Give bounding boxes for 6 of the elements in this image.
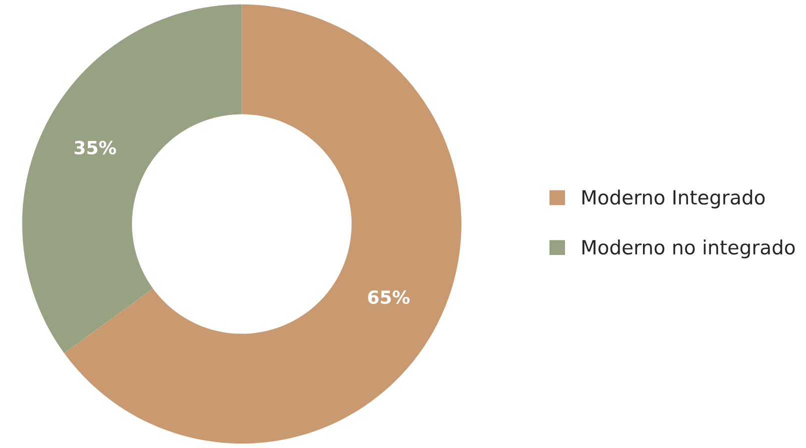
legend-label: Moderno no integrado bbox=[582, 240, 795, 258]
legend-label: Moderno Integrado bbox=[582, 190, 765, 208]
donut-slice bbox=[64, 4, 462, 444]
donut-slice bbox=[22, 4, 242, 354]
data-label: 65% bbox=[368, 290, 410, 304]
data-label: 35% bbox=[74, 140, 116, 154]
